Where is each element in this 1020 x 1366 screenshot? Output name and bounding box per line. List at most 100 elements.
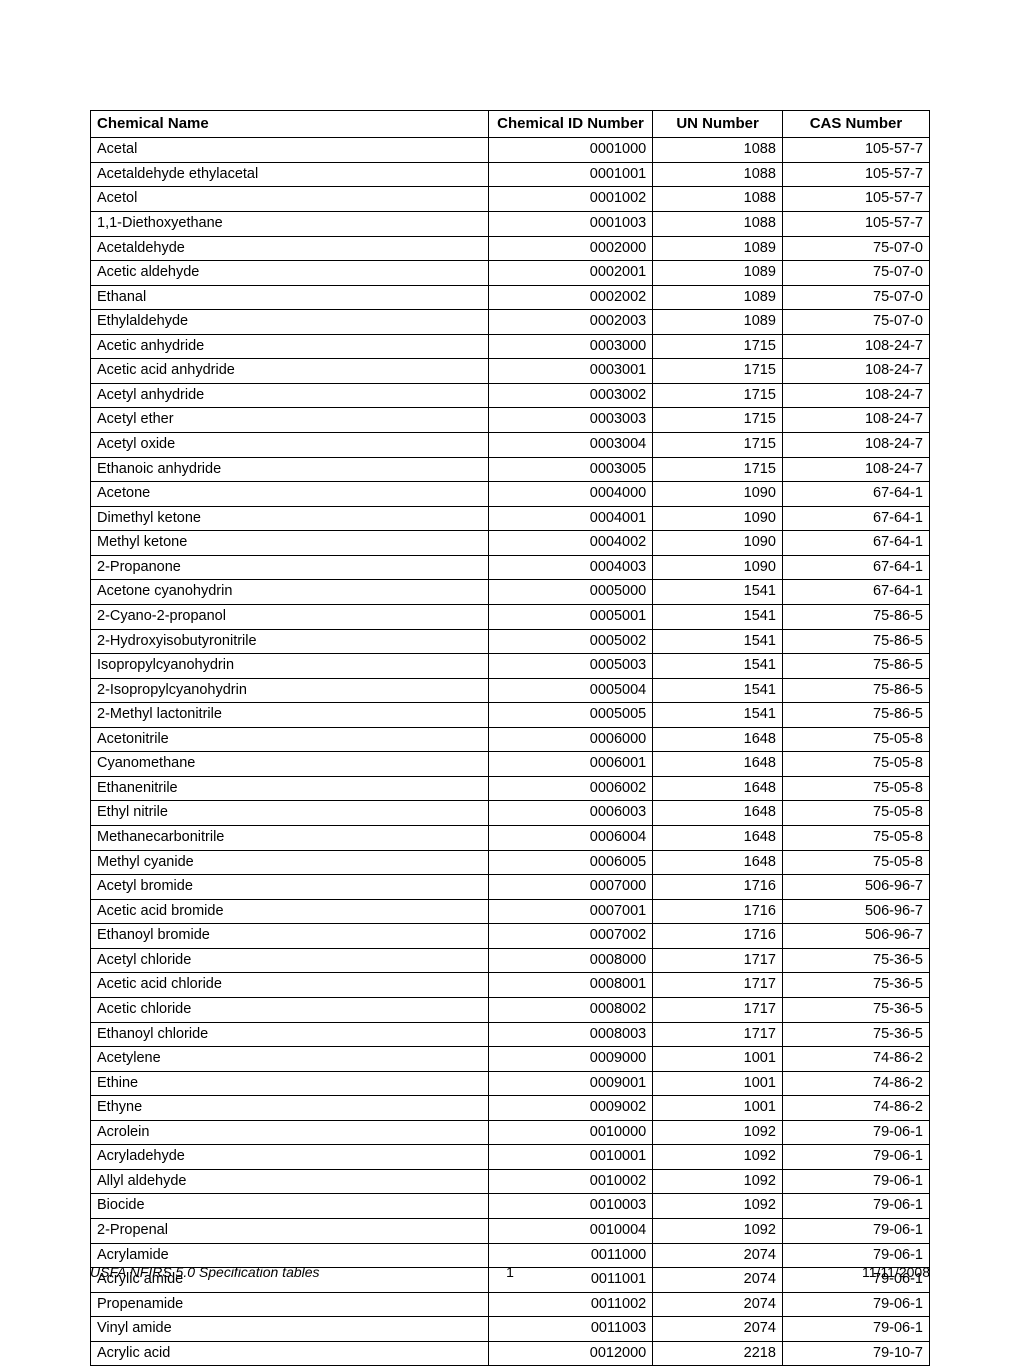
cell-un-number: 1001 xyxy=(653,1096,783,1121)
cell-un-number: 1648 xyxy=(653,776,783,801)
cell-chemical-id: 0007001 xyxy=(488,899,652,924)
table-row: 2-Isopropylcyanohydrin0005004154175-86-5 xyxy=(91,678,930,703)
cell-chemical-name: Acetic acid bromide xyxy=(91,899,489,924)
cell-cas-number: 108-24-7 xyxy=(782,457,929,482)
cell-chemical-id: 0005004 xyxy=(488,678,652,703)
cell-chemical-name: Isopropylcyanohydrin xyxy=(91,654,489,679)
cell-un-number: 1715 xyxy=(653,433,783,458)
table-row: Acetic acid bromide00070011716506-96-7 xyxy=(91,899,930,924)
table-row: Acetyl chloride0008000171775-36-5 xyxy=(91,948,930,973)
table-row: Acetyl oxide00030041715108-24-7 xyxy=(91,433,930,458)
cell-cas-number: 75-36-5 xyxy=(782,973,929,998)
cell-chemical-id: 0003000 xyxy=(488,334,652,359)
cell-chemical-id: 0003005 xyxy=(488,457,652,482)
cell-cas-number: 108-24-7 xyxy=(782,359,929,384)
table-row: Acetaldehyde0002000108975-07-0 xyxy=(91,236,930,261)
cell-chemical-name: Acetaldehyde xyxy=(91,236,489,261)
cell-chemical-name: Ethylaldehyde xyxy=(91,310,489,335)
cell-cas-number: 79-06-1 xyxy=(782,1169,929,1194)
table-row: Acetonitrile0006000164875-05-8 xyxy=(91,727,930,752)
cell-chemical-id: 0009001 xyxy=(488,1071,652,1096)
cell-un-number: 1648 xyxy=(653,850,783,875)
cell-chemical-name: Vinyl amide xyxy=(91,1317,489,1342)
cell-chemical-name: Ethyl nitrile xyxy=(91,801,489,826)
cell-chemical-name: Acetic chloride xyxy=(91,997,489,1022)
cell-chemical-name: Acetonitrile xyxy=(91,727,489,752)
table-row: Acetol00010021088105-57-7 xyxy=(91,187,930,212)
cell-cas-number: 506-96-7 xyxy=(782,875,929,900)
cell-chemical-name: Ethanal xyxy=(91,285,489,310)
table-row: Ethanal0002002108975-07-0 xyxy=(91,285,930,310)
cell-un-number: 1715 xyxy=(653,457,783,482)
table-row: 1,1-Diethoxyethane00010031088105-57-7 xyxy=(91,211,930,236)
table-row: Acrolein0010000109279-06-1 xyxy=(91,1120,930,1145)
cell-un-number: 2074 xyxy=(653,1317,783,1342)
table-row: Acetone cyanohydrin0005000154167-64-1 xyxy=(91,580,930,605)
cell-cas-number: 108-24-7 xyxy=(782,433,929,458)
cell-chemical-name: Ethanoyl bromide xyxy=(91,924,489,949)
cell-chemical-id: 0008000 xyxy=(488,948,652,973)
table-row: Propenamide0011002207479-06-1 xyxy=(91,1292,930,1317)
cell-chemical-id: 0005003 xyxy=(488,654,652,679)
cell-cas-number: 108-24-7 xyxy=(782,334,929,359)
cell-chemical-name: Ethine xyxy=(91,1071,489,1096)
cell-chemical-name: 2-Isopropylcyanohydrin xyxy=(91,678,489,703)
cell-un-number: 1001 xyxy=(653,1071,783,1096)
table-body: Acetal00010001088105-57-7Acetaldehyde et… xyxy=(91,138,930,1366)
table-row: Isopropylcyanohydrin0005003154175-86-5 xyxy=(91,654,930,679)
cell-chemical-id: 0009002 xyxy=(488,1096,652,1121)
table-row: 2-Cyano-2-propanol0005001154175-86-5 xyxy=(91,604,930,629)
cell-chemical-id: 0004002 xyxy=(488,531,652,556)
cell-chemical-id: 0002001 xyxy=(488,261,652,286)
table-row: Acetic acid anhydride00030011715108-24-7 xyxy=(91,359,930,384)
cell-chemical-id: 0003002 xyxy=(488,383,652,408)
cell-cas-number: 75-05-8 xyxy=(782,826,929,851)
cell-chemical-name: Acetic acid anhydride xyxy=(91,359,489,384)
cell-un-number: 1090 xyxy=(653,482,783,507)
cell-chemical-name: 1,1-Diethoxyethane xyxy=(91,211,489,236)
table-row: Acetaldehyde ethylacetal00010011088105-5… xyxy=(91,162,930,187)
cell-cas-number: 74-86-2 xyxy=(782,1071,929,1096)
cell-chemical-name: Acetyl anhydride xyxy=(91,383,489,408)
cell-chemical-id: 0007002 xyxy=(488,924,652,949)
cell-cas-number: 75-05-8 xyxy=(782,727,929,752)
cell-chemical-id: 0001003 xyxy=(488,211,652,236)
table-row: Acrylic acid0012000221879-10-7 xyxy=(91,1341,930,1366)
cell-un-number: 1648 xyxy=(653,826,783,851)
table-row: Biocide0010003109279-06-1 xyxy=(91,1194,930,1219)
cell-cas-number: 74-86-2 xyxy=(782,1096,929,1121)
cell-chemical-name: Acryladehyde xyxy=(91,1145,489,1170)
cell-cas-number: 108-24-7 xyxy=(782,383,929,408)
table-row: 2-Hydroxyisobutyronitrile0005002154175-8… xyxy=(91,629,930,654)
cell-chemical-id: 0004001 xyxy=(488,506,652,531)
footer-doc-title: USFA NFIRS 5.0 Specification tables xyxy=(90,1264,320,1280)
cell-chemical-id: 0001000 xyxy=(488,138,652,163)
cell-cas-number: 75-07-0 xyxy=(782,236,929,261)
cell-chemical-name: Acrylic acid xyxy=(91,1341,489,1366)
table-row: 2-Methyl lactonitrile0005005154175-86-5 xyxy=(91,703,930,728)
cell-chemical-id: 0002002 xyxy=(488,285,652,310)
cell-cas-number: 75-07-0 xyxy=(782,261,929,286)
cell-chemical-id: 0004000 xyxy=(488,482,652,507)
cell-un-number: 1541 xyxy=(653,703,783,728)
cell-un-number: 1092 xyxy=(653,1145,783,1170)
cell-cas-number: 75-86-5 xyxy=(782,654,929,679)
cell-cas-number: 105-57-7 xyxy=(782,187,929,212)
cell-cas-number: 79-10-7 xyxy=(782,1341,929,1366)
cell-cas-number: 75-86-5 xyxy=(782,678,929,703)
cell-cas-number: 75-86-5 xyxy=(782,703,929,728)
cell-un-number: 1717 xyxy=(653,1022,783,1047)
cell-chemical-id: 0010004 xyxy=(488,1219,652,1244)
cell-chemical-id: 0010003 xyxy=(488,1194,652,1219)
cell-un-number: 2218 xyxy=(653,1341,783,1366)
cell-cas-number: 74-86-2 xyxy=(782,1047,929,1072)
cell-chemical-id: 0001001 xyxy=(488,162,652,187)
cell-chemical-id: 0006002 xyxy=(488,776,652,801)
cell-chemical-name: Methanecarbonitrile xyxy=(91,826,489,851)
cell-cas-number: 79-06-1 xyxy=(782,1145,929,1170)
cell-cas-number: 79-06-1 xyxy=(782,1219,929,1244)
cell-chemical-name: Dimethyl ketone xyxy=(91,506,489,531)
cell-chemical-id: 0005005 xyxy=(488,703,652,728)
cell-chemical-id: 0003003 xyxy=(488,408,652,433)
table-row: Dimethyl ketone0004001109067-64-1 xyxy=(91,506,930,531)
